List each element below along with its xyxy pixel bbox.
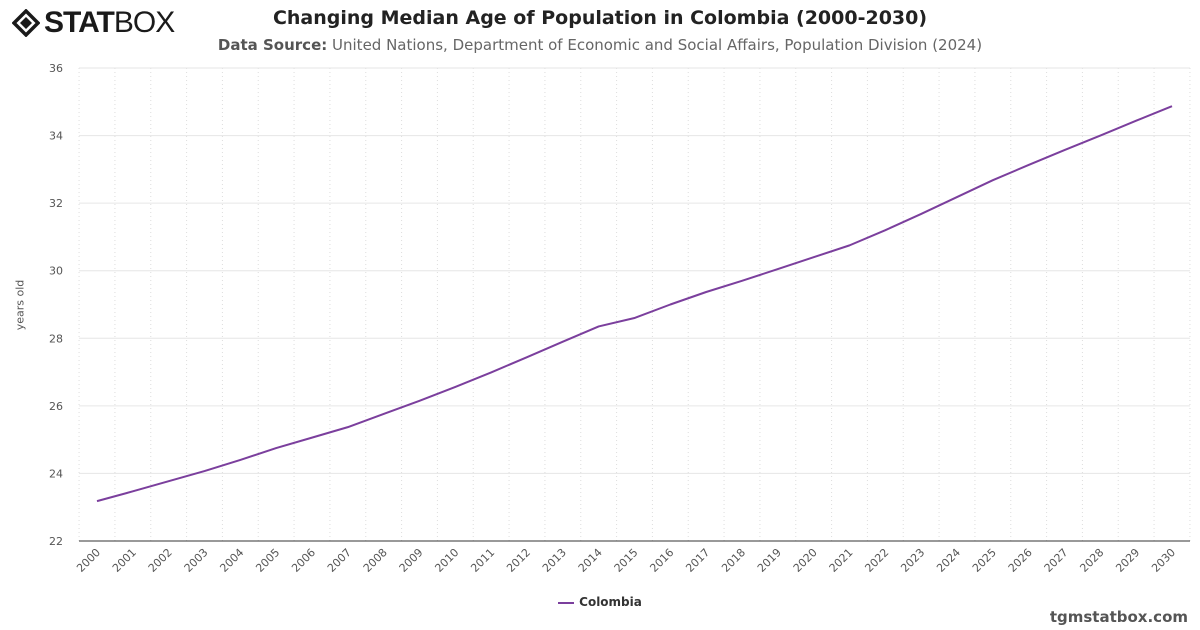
x-tick-label: 2009	[397, 546, 426, 575]
x-tick-label: 2021	[827, 546, 856, 575]
logo-text-light: BOX	[113, 6, 175, 39]
logo-text-bold: STAT	[44, 6, 115, 39]
x-tick-label: 2004	[217, 546, 246, 575]
chart-subtitle: Data Source: United Nations, Department …	[0, 36, 1200, 54]
x-tick-label: 2008	[361, 546, 390, 575]
x-tick-label: 2022	[862, 546, 891, 575]
x-tick-label: 2023	[898, 546, 927, 575]
x-tick-label: 2000	[74, 546, 103, 575]
subtitle-label: Data Source:	[217, 36, 328, 54]
x-tick-label: 2030	[1149, 546, 1178, 575]
x-tick-label: 2010	[432, 546, 461, 575]
y-tick-label: 34	[49, 130, 63, 143]
x-tick-label: 2028	[1077, 546, 1106, 575]
x-tick-label: 2029	[1113, 546, 1142, 575]
x-tick-label: 2003	[182, 546, 211, 575]
x-tick-label: 2007	[325, 546, 354, 575]
y-tick-label: 26	[49, 400, 63, 413]
x-tick-label: 2020	[791, 546, 820, 575]
legend-swatch	[558, 601, 575, 604]
chart-title: Changing Median Age of Population in Col…	[272, 7, 928, 29]
x-tick-label: 2013	[540, 546, 569, 575]
y-tick-label: 28	[49, 332, 63, 345]
y-tick-label: 24	[49, 467, 63, 480]
x-tick-label: 2014	[576, 546, 605, 575]
x-tick-label: 2024	[934, 546, 963, 575]
credit-text: tgmstatbox.com	[1049, 608, 1188, 626]
x-tick-label: 2002	[146, 546, 175, 575]
legend-item-colombia[interactable]: Colombia	[0, 595, 1200, 609]
x-tick-label: 2015	[612, 546, 641, 575]
x-tick-label: 2001	[110, 546, 139, 575]
x-tick-label: 2019	[755, 546, 784, 575]
x-tick-label: 2027	[1042, 546, 1071, 575]
x-tick-label: 2017	[683, 546, 712, 575]
y-tick-label: 22	[49, 535, 63, 548]
y-tick-label: 30	[49, 265, 63, 278]
statbox-logo: STATBOX	[12, 6, 175, 40]
y-tick-label: 36	[49, 62, 63, 75]
series-line-colombia	[96, 105, 1173, 503]
x-tick-label: 2026	[1006, 546, 1035, 575]
subtitle-source: United Nations, Department of Economic a…	[332, 36, 983, 54]
x-tick-label: 2018	[719, 546, 748, 575]
x-tick-label: 2025	[970, 546, 999, 575]
diamond-logo-icon	[12, 9, 40, 37]
x-tick-label: 2011	[468, 546, 497, 575]
y-tick-label: 32	[49, 197, 63, 210]
x-tick-label: 2016	[647, 546, 676, 575]
x-tick-label: 2005	[253, 546, 282, 575]
legend-label: Colombia	[579, 595, 642, 609]
x-tick-label: 2012	[504, 546, 533, 575]
x-tick-label: 2006	[289, 546, 318, 575]
